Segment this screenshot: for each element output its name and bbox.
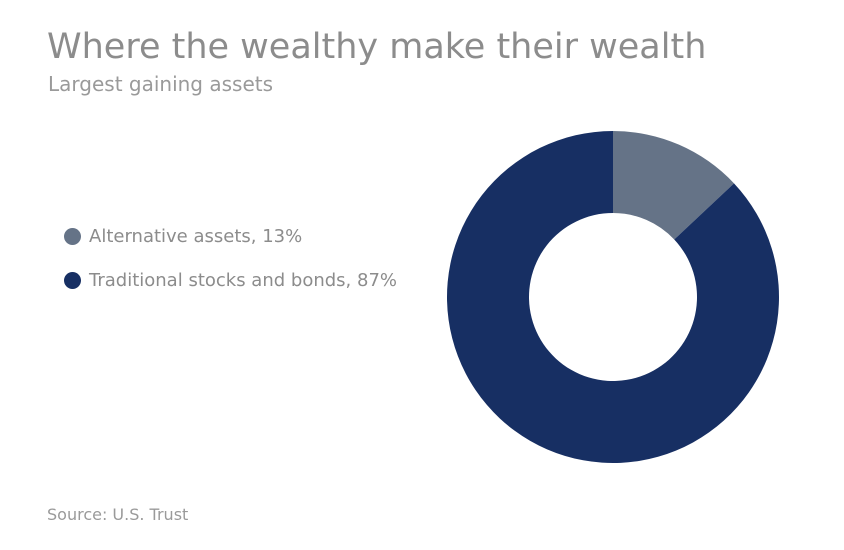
source-note: Source: U.S. Trust — [47, 505, 189, 524]
legend: Alternative assets, 13% Traditional stoc… — [64, 222, 397, 310]
legend-item-alternative-assets: Alternative assets, 13% — [64, 222, 397, 250]
legend-label-alternative-assets: Alternative assets, 13% — [89, 225, 303, 247]
legend-dot-alternative-assets — [64, 227, 81, 245]
chart-subtitle: Largest gaining assets — [48, 72, 274, 96]
chart-title: Where the wealthy make their wealth — [47, 27, 707, 67]
legend-dot-traditional-stocks-and-bonds — [64, 271, 81, 289]
donut-slice-alternative-assets — [613, 131, 735, 240]
legend-label-traditional-stocks-and-bonds: Traditional stocks and bonds, 87% — [89, 269, 397, 291]
donut-slice-traditional-stocks-and-bonds — [446, 131, 779, 463]
donut-chart — [446, 131, 779, 463]
legend-item-traditional-stocks-and-bonds: Traditional stocks and bonds, 87% — [64, 266, 397, 294]
